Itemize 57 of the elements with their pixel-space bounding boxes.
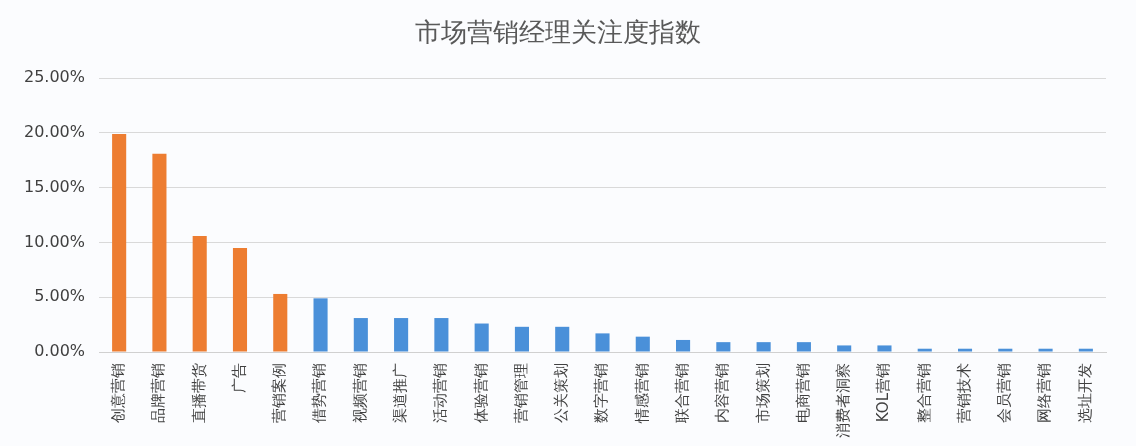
- bar: [152, 153, 167, 352]
- x-tick-label: 网络营销: [1035, 363, 1054, 423]
- bar: [796, 342, 811, 352]
- bar: [394, 318, 409, 352]
- bar: [877, 345, 892, 352]
- bar: [273, 293, 288, 352]
- x-tick-label: 创意营销: [109, 363, 128, 423]
- bar: [635, 336, 650, 352]
- bar: [353, 318, 368, 352]
- x-tick-label: 整合营销: [914, 363, 933, 423]
- x-tick-label: 视频营销: [350, 363, 369, 423]
- bar: [192, 235, 207, 352]
- y-tick-label: 15.00%: [23, 176, 86, 196]
- x-tick-label: 品牌营销: [149, 363, 168, 423]
- chart-title: 市场营销经理关注度指数: [415, 17, 701, 48]
- bar: [313, 298, 328, 352]
- x-tick-label: 营销技术: [954, 363, 973, 423]
- x-tick-label: 市场策划: [753, 363, 772, 423]
- bar: [232, 247, 248, 352]
- x-tick-label: KOL营销: [874, 363, 893, 423]
- bar: [837, 345, 852, 352]
- y-tick-label: 20.00%: [23, 122, 86, 142]
- y-tick-label: 0.00%: [34, 341, 86, 361]
- x-tick-label: 营销管理: [511, 363, 530, 423]
- x-tick-label: 直播带货: [189, 363, 208, 423]
- y-tick-label: 10.00%: [23, 231, 86, 251]
- x-tick-label: 数字营销: [592, 363, 611, 423]
- bar: [1038, 348, 1053, 352]
- bar: [1078, 348, 1093, 352]
- bar: [917, 348, 932, 352]
- x-tick-label: 渠道推广: [391, 363, 409, 423]
- bar: [112, 134, 127, 352]
- bar: [998, 348, 1013, 352]
- x-tick-label: 活动营销: [431, 363, 450, 423]
- x-tick-label: 体验营销: [471, 363, 490, 423]
- x-tick-label: 联合营销: [672, 363, 691, 423]
- bar: [957, 348, 973, 352]
- bar: [595, 333, 610, 352]
- bar: [474, 323, 489, 352]
- x-tick-label: 电商营销: [793, 363, 812, 423]
- x-tick-label: 广告: [229, 363, 248, 393]
- y-tick-label: 25.00%: [23, 67, 86, 87]
- x-tick-label: 情感营销: [632, 363, 651, 424]
- x-tick-label: 会员营销: [995, 363, 1014, 423]
- y-tick-label: 5.00%: [34, 286, 86, 306]
- x-tick-label: 消费者洞察: [834, 363, 853, 438]
- x-tick-label: 借势营销: [310, 363, 329, 423]
- x-tick-label: 内容营销: [713, 363, 732, 423]
- bar: [716, 342, 731, 352]
- bar: [434, 318, 449, 352]
- bar: [555, 326, 570, 352]
- bar: [514, 326, 529, 352]
- bar: [756, 342, 771, 352]
- x-tick-label: 营销案例: [270, 363, 289, 423]
- bar: [676, 339, 691, 352]
- x-tick-label: 公关策划: [552, 363, 571, 423]
- x-tick-label: 选址开发: [1075, 363, 1094, 423]
